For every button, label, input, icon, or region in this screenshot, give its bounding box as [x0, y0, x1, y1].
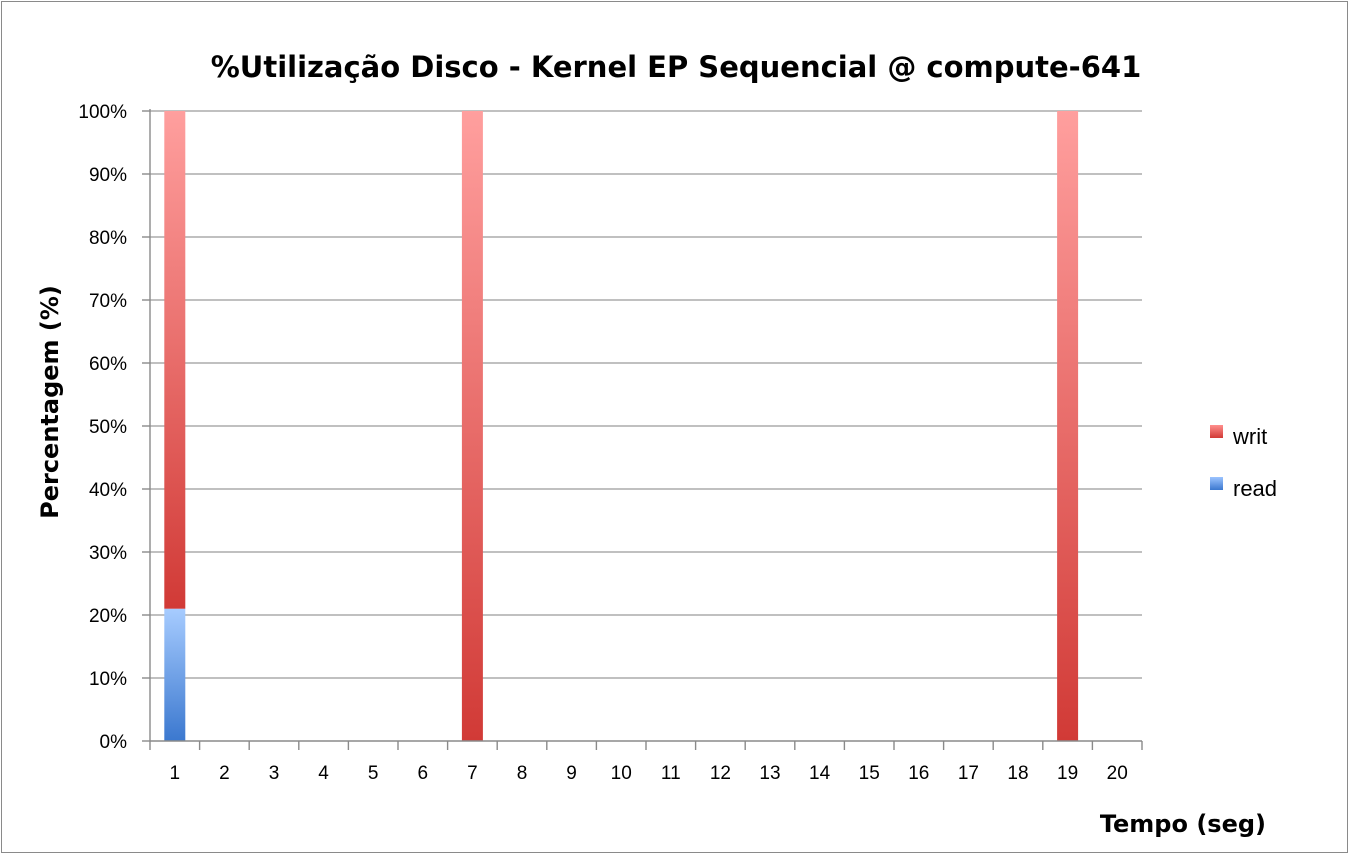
- y-axis-title: Percentagem (%): [36, 285, 64, 519]
- y-tick-label: 20%: [89, 606, 127, 627]
- x-axis-title: Tempo (seg): [1100, 810, 1266, 838]
- x-tick-label: 17: [958, 763, 979, 784]
- x-tick-label: 2: [219, 763, 230, 784]
- y-tick-labels: 0% 10% 20% 30% 40% 50% 60% 70% 80% 90% 100%: [78, 102, 127, 753]
- bar-writ-7: [461, 111, 483, 741]
- x-tick-label: 5: [368, 763, 379, 784]
- bar-writ-1: [164, 111, 186, 609]
- x-tick-label: 14: [809, 763, 831, 784]
- gridlines: [150, 110, 1142, 679]
- bar-read-1: [164, 608, 186, 741]
- legend-swatch-writ: [1210, 425, 1223, 438]
- y-tick-label: 80%: [89, 228, 127, 249]
- legend-swatch-read: [1210, 477, 1223, 490]
- x-tick-label: 19: [1057, 763, 1078, 784]
- axes: [142, 109, 1143, 750]
- y-tick-label: 90%: [89, 165, 127, 186]
- y-tick-label: 60%: [89, 354, 127, 375]
- x-tick-label: 13: [759, 763, 780, 784]
- y-tick-label: 100%: [78, 102, 127, 123]
- y-tick-label: 40%: [89, 480, 127, 501]
- y-tick-label: 50%: [89, 417, 127, 438]
- x-tick-label: 11: [661, 763, 681, 784]
- x-tick-label: 10: [611, 763, 632, 784]
- y-tick-label: 70%: [89, 291, 127, 312]
- x-tick-label: 4: [318, 763, 329, 784]
- x-tick-label: 3: [269, 763, 280, 784]
- legend-label-writ: writ: [1232, 424, 1267, 449]
- legend: writ read: [1210, 424, 1277, 501]
- x-tick-label: 20: [1107, 763, 1128, 784]
- bar-writ-19: [1057, 111, 1079, 741]
- x-tick-labels: 1 2 3 4 5 6 7 8 9 10 11 12 13 14 15 16 17 18 19 20: [170, 763, 1128, 784]
- x-tick-label: 6: [418, 763, 429, 784]
- y-tick-label: 0%: [100, 732, 128, 753]
- x-tick-label: 8: [517, 763, 528, 784]
- x-tick-label: 16: [908, 763, 929, 784]
- bars: [164, 111, 1079, 741]
- x-tick-label: 9: [566, 763, 577, 784]
- x-tick-label: 7: [467, 763, 478, 784]
- legend-label-read: read: [1233, 476, 1277, 501]
- y-tick-label: 10%: [89, 669, 127, 690]
- x-tick-label: 15: [859, 763, 880, 784]
- x-tick-label: 12: [710, 763, 731, 784]
- x-tick-label: 1: [170, 763, 181, 784]
- y-tick-label: 30%: [89, 543, 127, 564]
- chart-title: %Utilização Disco - Kernel EP Sequencial…: [211, 50, 1142, 84]
- x-tick-label: 18: [1007, 763, 1028, 784]
